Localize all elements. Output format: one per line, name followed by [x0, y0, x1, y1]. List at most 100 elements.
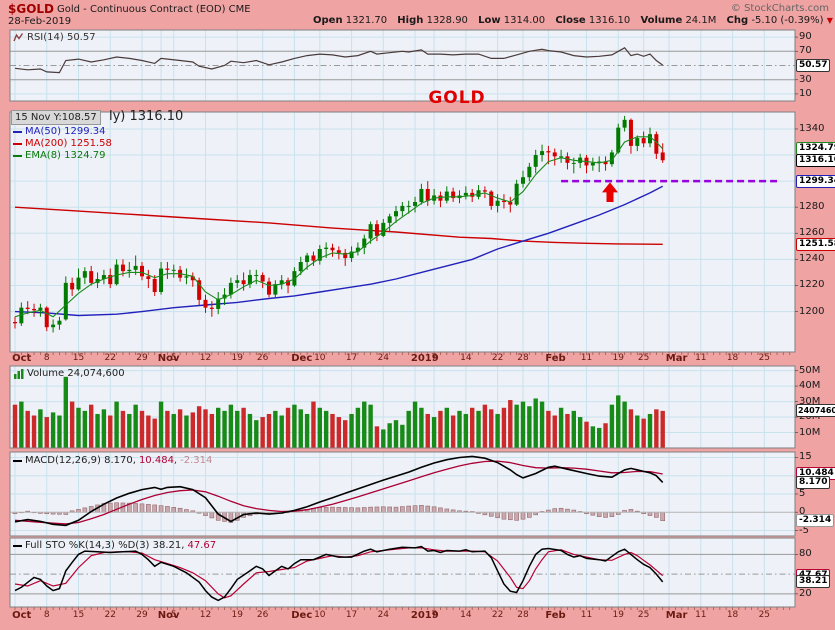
y-axis-tick-label: 1240: [799, 253, 825, 265]
x-axis-day-label: 19: [612, 353, 624, 363]
x-axis-day-label: 25: [758, 353, 771, 363]
x-axis-day-label: 19: [231, 353, 243, 363]
x-axis-day-label: 15: [72, 353, 85, 363]
current-value-box: 1316.10: [796, 153, 835, 167]
y-axis-tick-label: 50M: [799, 364, 821, 376]
x-axis-day-label: 26: [256, 353, 269, 363]
x-axis-day-label: 19: [612, 610, 624, 620]
macd-signal-value: 10.484,: [138, 455, 178, 466]
rsi-legend: RSI(14) 50.57: [13, 32, 96, 43]
close-value: 1316.10: [588, 15, 631, 26]
ma200-line-swatch-icon: [13, 142, 22, 145]
x-axis-month-label: Feb: [545, 610, 566, 621]
current-value-box: -2.314: [796, 514, 835, 528]
x-axis-day-label: 24: [377, 353, 390, 363]
y-axis-tick-label: 30M: [799, 395, 821, 407]
x-axis-day-label: 29: [136, 610, 148, 620]
hover-tooltip: 15 Nov Y:108.57: [11, 110, 101, 125]
x-axis-day-label: 11: [580, 610, 593, 620]
macd-legend-label: MACD(12,26,9) 8.170,: [25, 455, 136, 466]
close-label: Close: [555, 15, 586, 26]
current-value-box: 1251.58: [796, 237, 835, 251]
x-axis-day-label: 12: [199, 353, 212, 363]
x-axis-day-label: 12: [199, 610, 212, 620]
x-axis-labels-top: Oct 8 15 22 29 Nov 5 12 19 26 Dec 10 17 24 2019 7 14 22 28…: [0, 353, 835, 365]
gold-annotation: GOLD: [428, 88, 486, 108]
x-axis-day-label: 11: [695, 610, 707, 620]
x-axis-day-label: 28: [517, 610, 529, 620]
ma50-legend: MA(50) 1299.34: [13, 126, 106, 137]
x-axis-day-label: 14: [460, 610, 472, 620]
y-axis-tick-label: 80: [799, 548, 812, 560]
x-axis-day-label: 29: [136, 353, 148, 363]
ma50-line-swatch-icon: [13, 130, 22, 133]
x-axis-day-label: 25: [637, 610, 650, 620]
sto-line-swatch-icon: [13, 544, 22, 547]
chg-down-arrow-icon[interactable]: ▼: [826, 16, 833, 25]
rsi-indicator-icon: [13, 33, 24, 42]
x-axis-month-label: Dec: [291, 610, 313, 621]
x-axis-day-label: 25: [637, 353, 650, 363]
x-axis-day-label: 22: [491, 610, 504, 620]
quote-summary: Open 1321.70 High 1328.90 Low 1314.00 Cl…: [313, 15, 833, 26]
x-axis-day-label: 7: [431, 610, 437, 620]
volume-label: Volume: [640, 15, 683, 26]
sto-legend-label: Full STO %K(14,3) %D(3) 38.21,: [25, 540, 185, 551]
symbol-label: $GOLD: [8, 2, 55, 16]
low-value: 1314.00: [503, 15, 546, 26]
x-axis-month-label: Oct: [12, 610, 32, 621]
y-axis-tick-label: 1220: [799, 279, 825, 291]
rsi-legend-label: RSI(14) 50.57: [27, 32, 96, 43]
x-axis-day-label: 19: [231, 610, 243, 620]
x-axis-month-label: 2019: [410, 353, 439, 364]
x-axis-day-label: 28: [517, 353, 529, 363]
x-axis-day-label: 5: [170, 610, 177, 620]
x-axis-day-label: 22: [491, 353, 504, 363]
x-axis-day-label: 17: [345, 353, 358, 363]
x-axis-day-label: 10: [314, 610, 326, 620]
x-axis-month-label: Nov: [157, 610, 180, 621]
y-axis-tick-label: -5: [799, 524, 809, 536]
chart-date: 28-Feb-2019: [8, 16, 72, 27]
x-axis-month-label: Dec: [291, 353, 313, 364]
x-axis-day-label: 26: [256, 610, 269, 620]
x-axis-day-label: 14: [460, 353, 472, 363]
chg-value: -5.10 (-0.39%): [751, 15, 824, 26]
x-axis-day-label: 8: [43, 353, 50, 363]
copyright-label: © StockCharts.com: [730, 3, 829, 14]
y-axis-tick-label: 0: [799, 506, 806, 518]
y-axis-tick-label: 5: [799, 488, 806, 499]
x-axis-day-label: 10: [314, 353, 326, 363]
chg-label: Chg: [726, 15, 749, 26]
x-axis-day-label: 18: [726, 610, 739, 620]
macd-legend: MACD(12,26,9) 8.170, 10.484, -2.314: [13, 455, 212, 466]
x-axis-day-label: 7: [431, 353, 437, 363]
ema8-legend: EMA(8) 1324.79: [13, 150, 105, 161]
current-value-box: 38.21: [796, 575, 831, 589]
y-axis-tick-label: 10: [799, 87, 812, 99]
volume-bars-icon: [14, 369, 24, 379]
x-axis-month-label: Nov: [157, 353, 180, 364]
ema8-legend-label: EMA(8) 1324.79: [25, 150, 106, 161]
current-value-box: 8.170: [796, 475, 831, 489]
y-axis-tick-label: 1200: [799, 305, 825, 317]
y-axis-tick-label: 15: [799, 451, 812, 463]
open-value: 1321.70: [345, 15, 388, 26]
macd-line-swatch-icon: [13, 459, 22, 462]
current-value-box: 1299.34: [796, 175, 835, 189]
sto-d-value: 47.67: [187, 540, 217, 551]
x-axis-day-label: 15: [72, 610, 85, 620]
high-label: High: [397, 15, 424, 26]
x-axis-day-label: 22: [104, 610, 116, 620]
y-axis-tick-label: 90: [799, 31, 812, 43]
volume-legend: Volume 24,074,600: [13, 368, 125, 379]
y-axis-tick-label: 20: [799, 587, 812, 599]
x-axis-day-label: 18: [726, 353, 739, 363]
x-axis-day-label: 25: [758, 610, 771, 620]
ma50-legend-label: MA(50) 1299.34: [25, 126, 106, 137]
x-axis-day-label: 5: [170, 353, 177, 363]
x-axis-month-label: Feb: [545, 353, 566, 364]
y-axis-tick-label: 30: [799, 73, 812, 85]
sto-legend: Full STO %K(14,3) %D(3) 38.21, 47.67: [13, 540, 216, 551]
